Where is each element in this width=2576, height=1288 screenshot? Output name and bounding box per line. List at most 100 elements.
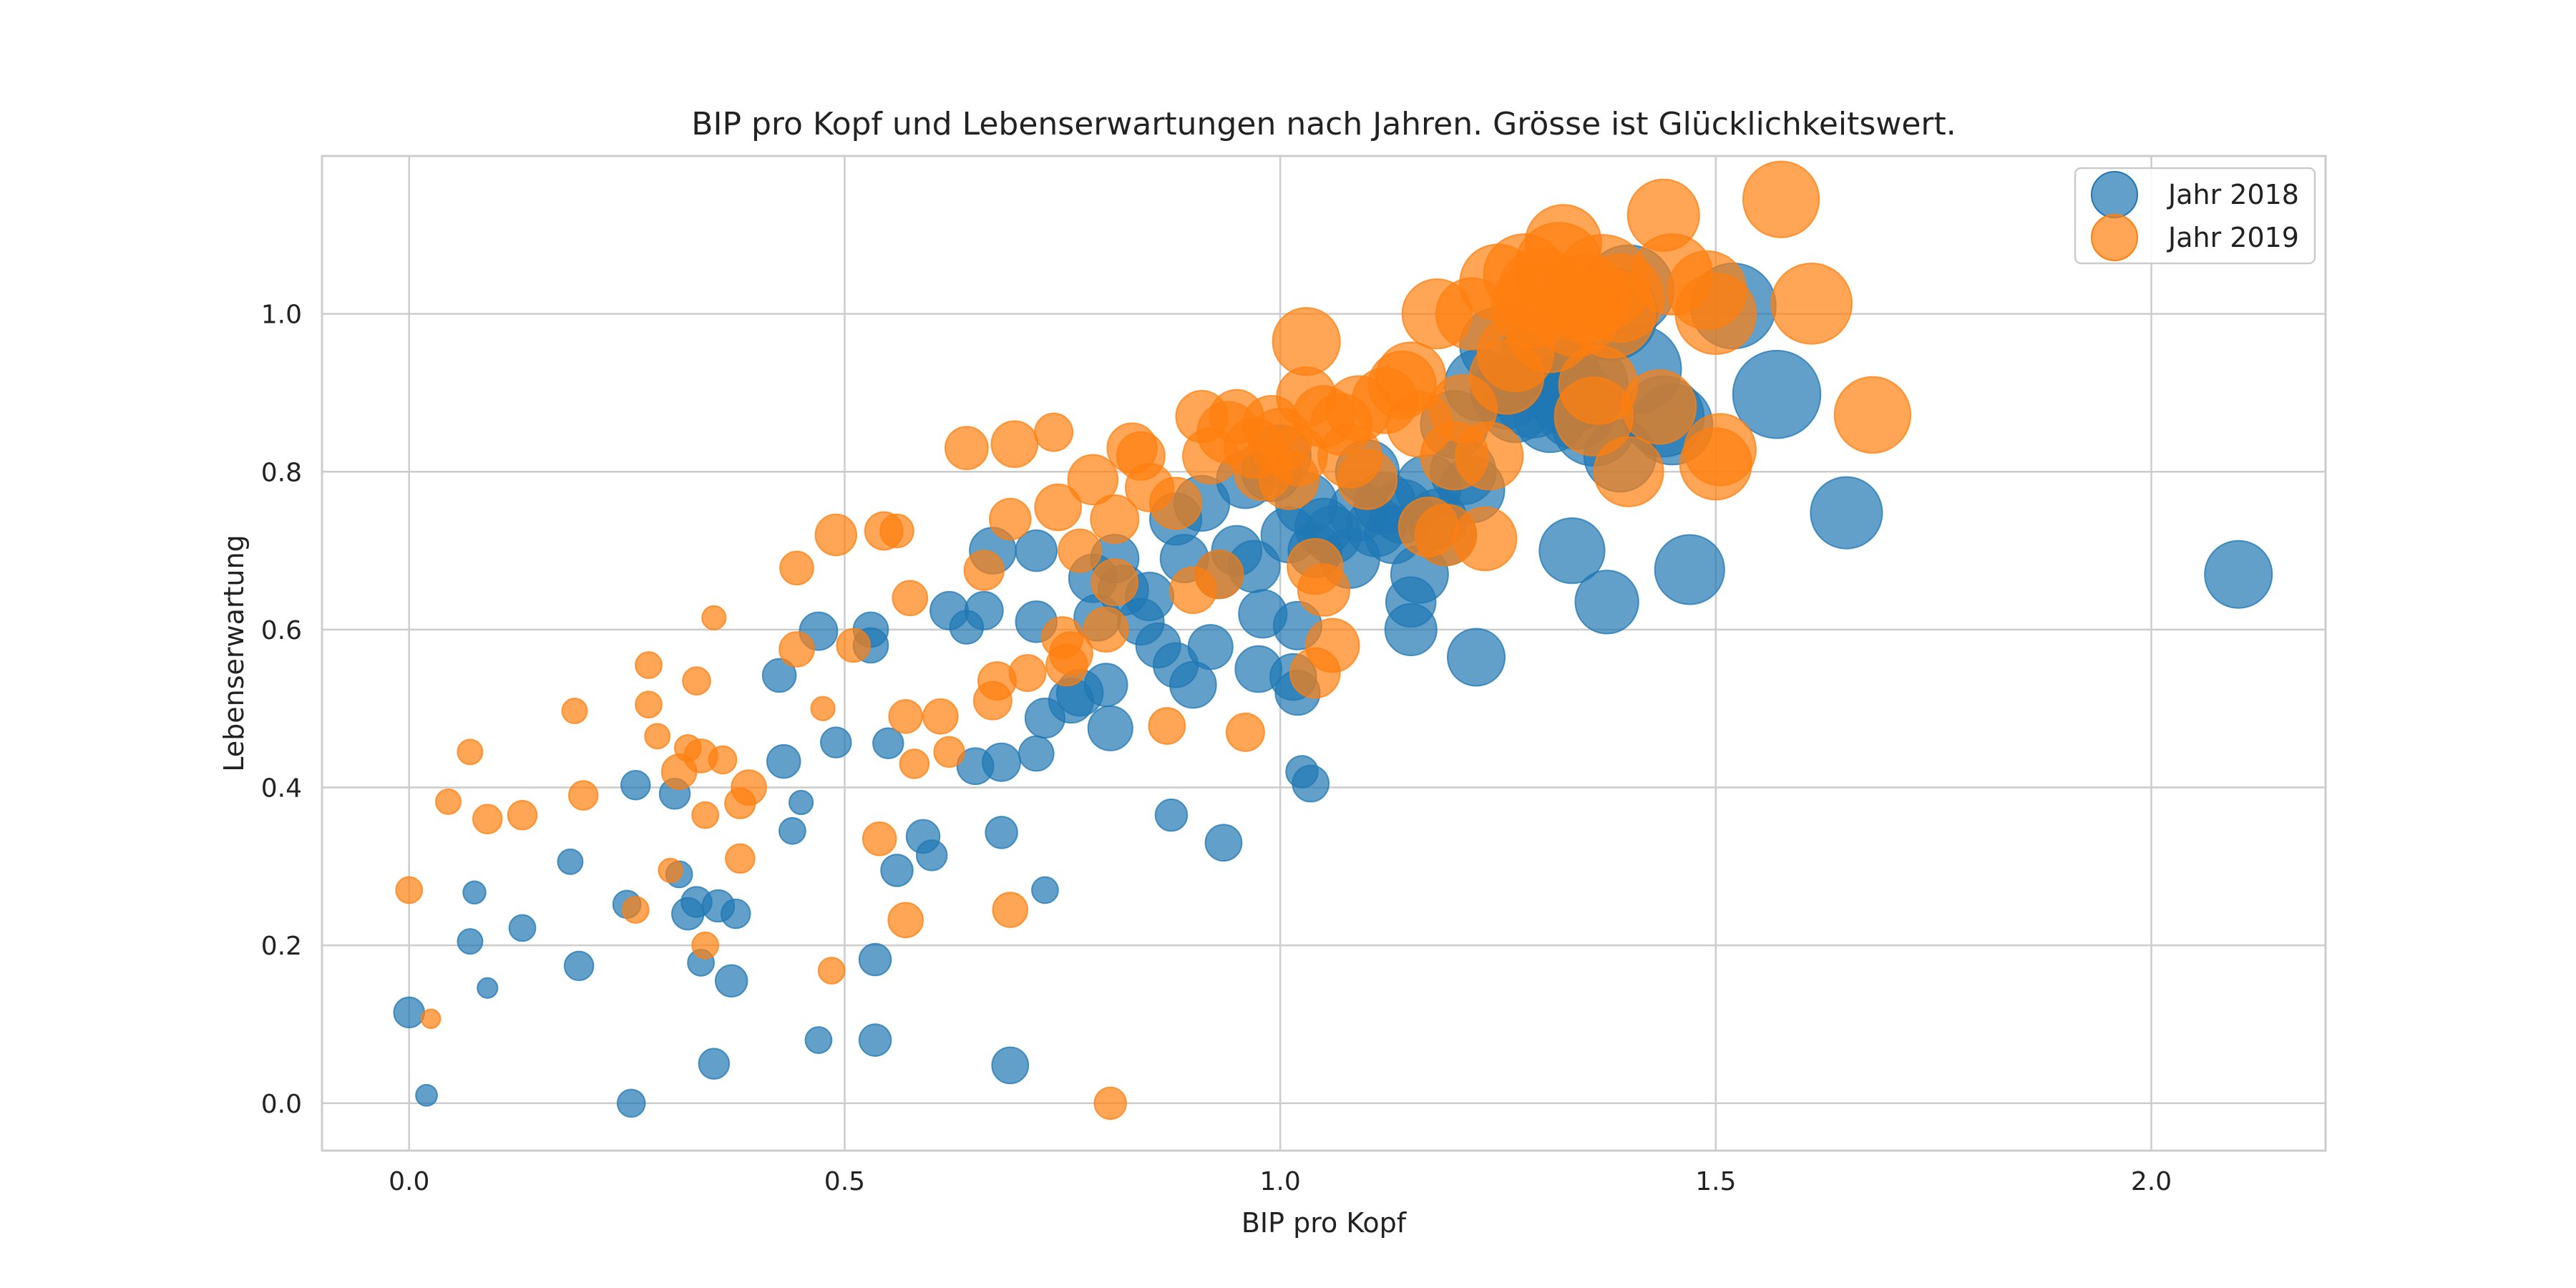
legend-marker-jahr-2019 — [2091, 214, 2138, 261]
data-point — [779, 550, 814, 586]
data-point — [963, 550, 1005, 591]
y-tick-labels: 0.0 0.2 0.4 0.6 0.8 1.0 — [261, 301, 302, 1119]
data-point — [1292, 764, 1330, 803]
legend: Jahr 2018 Jahr 2019 — [2074, 167, 2316, 265]
data-point — [635, 651, 663, 679]
data-point — [804, 1026, 833, 1054]
data-point — [872, 727, 904, 760]
data-point — [1083, 606, 1129, 653]
data-point — [1574, 570, 1639, 635]
x-axis-label: BIP pro Kopf — [1241, 1207, 1407, 1239]
data-point — [1154, 798, 1189, 832]
data-point — [457, 738, 484, 766]
data-point — [621, 896, 650, 924]
data-point — [836, 628, 871, 663]
data-point — [616, 1088, 646, 1118]
data-point — [810, 696, 836, 721]
data-point — [1447, 628, 1506, 687]
data-point — [2204, 540, 2273, 609]
data-point — [1455, 421, 1524, 491]
data-point — [1683, 413, 1757, 487]
data-point — [1538, 517, 1606, 585]
data-point — [1087, 705, 1133, 751]
data-point — [944, 426, 989, 471]
data-point — [1067, 454, 1119, 506]
data-point — [635, 691, 663, 719]
data-point — [933, 736, 965, 769]
data-point — [1810, 476, 1883, 550]
data-point — [1090, 494, 1140, 544]
data-point — [714, 964, 748, 998]
data-point — [682, 666, 711, 696]
data-point — [788, 789, 814, 816]
data-point — [1049, 631, 1093, 675]
data-point — [1187, 624, 1234, 670]
data-point — [1833, 376, 1912, 454]
data-point — [1034, 483, 1082, 532]
data-point — [1083, 663, 1128, 708]
data-point — [644, 723, 671, 750]
data-point — [1337, 449, 1398, 510]
data-point — [701, 605, 727, 630]
data-point — [985, 816, 1018, 849]
data-point — [761, 658, 797, 693]
data-point — [766, 743, 801, 779]
data-point — [415, 1083, 438, 1107]
data-point — [725, 843, 756, 874]
data-point — [990, 420, 1039, 468]
data-point — [1093, 1086, 1128, 1121]
data-point — [1384, 602, 1438, 656]
data-point — [1453, 506, 1518, 572]
data-point — [899, 748, 930, 779]
data-point — [1148, 707, 1186, 745]
data-point — [817, 957, 846, 985]
data-point — [779, 631, 815, 668]
y-tick-label: 0.8 — [261, 458, 302, 487]
data-point — [964, 590, 1004, 630]
data-point — [620, 769, 651, 801]
data-point — [1297, 563, 1351, 617]
data-point — [858, 1023, 892, 1057]
y-tick-label: 0.6 — [261, 616, 302, 645]
data-point — [507, 799, 538, 831]
data-point — [472, 804, 503, 834]
data-point — [561, 698, 588, 725]
data-point — [1225, 712, 1265, 752]
y-tick-label: 0.0 — [261, 1090, 302, 1119]
data-point — [435, 788, 462, 815]
data-point — [1593, 436, 1664, 507]
plot-frame — [321, 155, 2327, 1152]
data-point — [1272, 307, 1341, 376]
data-point — [457, 928, 484, 955]
data-point — [557, 848, 584, 875]
data-point — [1091, 558, 1139, 607]
data-point — [922, 698, 959, 735]
data-point — [1304, 618, 1360, 673]
data-point — [567, 780, 599, 811]
data-point — [1674, 273, 1757, 355]
data-point — [988, 497, 1032, 541]
legend-label-jahr-2019: Jahr 2019 — [2167, 222, 2299, 253]
data-point — [778, 816, 806, 845]
data-point — [892, 580, 929, 617]
y-tick-label: 1.0 — [261, 301, 302, 330]
data-point — [1194, 550, 1244, 600]
data-point — [477, 977, 499, 999]
y-tick-label: 0.2 — [261, 932, 302, 961]
data-point — [1621, 369, 1697, 445]
data-point — [395, 876, 424, 904]
data-point — [880, 854, 914, 887]
data-point — [982, 742, 1022, 782]
data-point — [420, 1008, 441, 1030]
data-point — [731, 769, 767, 806]
data-point — [991, 1046, 1030, 1085]
y-axis-label: Lebenserwartung — [218, 535, 250, 771]
data-point — [1732, 349, 1822, 439]
data-point — [508, 914, 537, 942]
data-point — [887, 902, 924, 939]
data-point — [1008, 654, 1047, 692]
data-point — [1015, 529, 1058, 572]
legend-marker-jahr-2018 — [2091, 171, 2138, 218]
x-tick-label: 0.0 — [389, 1167, 429, 1196]
